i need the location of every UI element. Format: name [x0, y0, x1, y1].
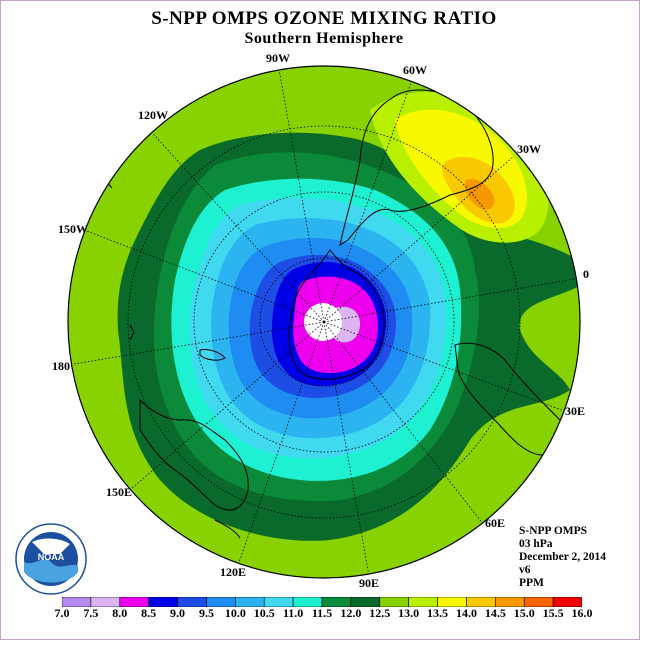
product-info: S-NPP OMPS 03 hPa December 2, 2014 v6 PP… [519, 525, 606, 590]
colorbar-tick-label: 15.5 [542, 606, 564, 620]
lon-label-60w: 60W [403, 63, 427, 77]
contour-14.5 [464, 179, 495, 210]
observation-date: December 2, 2014 [519, 551, 606, 563]
noaa-logo: NOAA [15, 523, 87, 595]
colorbar-tick-label: 12.5 [369, 606, 391, 620]
colorbar-tick-label: 12.0 [340, 606, 362, 620]
units-label: PPM [519, 577, 544, 589]
colorbar-tick-label: 16.0 [571, 606, 593, 620]
version-label: v6 [519, 564, 531, 576]
lon-label-120w: 120W [138, 108, 168, 122]
lon-label-90w: 90W [266, 51, 290, 65]
map-title: S-NPP OMPS OZONE MIXING RATIO [151, 8, 497, 29]
lon-label-30w: 30W [517, 142, 541, 156]
colorbar-tick-label: 14.0 [455, 606, 477, 620]
colorbar-tick-label: 8.0 [112, 606, 128, 620]
colorbar-tick-label: 8.5 [141, 606, 157, 620]
colorbar-tick-label: 9.5 [198, 606, 214, 620]
lon-label-30e: 30E [565, 404, 585, 418]
lon-label-120e: 120E [220, 565, 246, 579]
lon-label-180: 180 [52, 359, 70, 373]
colorbar-tick-label: 10.0 [224, 606, 246, 620]
colorbar-tick-label: 7.5 [83, 606, 99, 620]
ozone-field [68, 66, 580, 578]
lon-label-90e: 90E [359, 576, 379, 590]
lon-label-60e: 60E [485, 516, 505, 530]
noaa-logo-text: NOAA [38, 552, 65, 562]
lon-label-0: 0 [583, 267, 589, 281]
lon-label-150w: 150W [58, 222, 88, 236]
colorbar-labels: 7.0 7.5 8.0 8.5 9.0 9.5 10.0 10.5 11.0 11.5 12.0 12… [0, 606, 648, 622]
colorbar-tick-label: 9.0 [170, 606, 186, 620]
colorbar-tick-label: 15.0 [513, 606, 535, 620]
lon-label-150e: 150E [106, 485, 132, 499]
colorbar-tick-label: 11.0 [282, 606, 304, 620]
colorbar-tick-label: 10.5 [253, 606, 275, 620]
map-subtitle: Southern Hemisphere [244, 30, 404, 47]
colorbar-bin [552, 597, 582, 607]
figure-frame [0, 0, 640, 640]
colorbar [62, 597, 582, 607]
pressure-level: 03 hPa [519, 538, 553, 550]
colorbar-tick-label: 14.5 [484, 606, 506, 620]
colorbar-tick-label: 13.5 [427, 606, 449, 620]
map-border [67, 65, 581, 579]
instrument-label: S-NPP OMPS [519, 525, 588, 537]
colorbar-tick-label: 7.0 [54, 606, 70, 620]
colorbar-tick-label: 11.5 [311, 606, 333, 620]
colorbar-tick-label: 13.0 [398, 606, 420, 620]
graticule [73, 68, 580, 577]
